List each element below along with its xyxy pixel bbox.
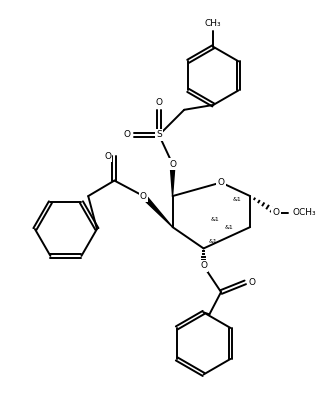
Text: O: O [200, 261, 207, 270]
Text: O: O [249, 278, 256, 287]
Text: S: S [156, 131, 162, 139]
Text: O: O [104, 152, 111, 161]
Text: O: O [169, 160, 176, 169]
Text: &1: &1 [210, 217, 219, 222]
Text: OCH₃: OCH₃ [293, 208, 316, 217]
Text: &1: &1 [225, 225, 234, 229]
Text: O: O [123, 131, 130, 139]
Polygon shape [170, 164, 175, 196]
Text: O: O [140, 192, 147, 200]
Polygon shape [142, 195, 173, 227]
Text: O: O [218, 178, 225, 187]
Text: &1: &1 [208, 239, 217, 244]
Text: O: O [155, 98, 162, 106]
Text: O: O [273, 208, 280, 217]
Text: CH₃: CH₃ [205, 19, 222, 28]
Text: &1: &1 [233, 197, 241, 202]
